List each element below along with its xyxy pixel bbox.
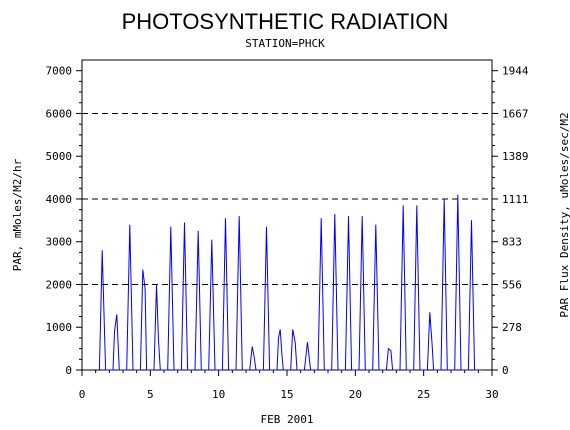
chart-title: PHOTOSYNTHETIC RADIATION xyxy=(122,9,449,34)
y-tick-label: 7000 xyxy=(46,65,73,78)
y2-tick-label: 1667 xyxy=(502,107,529,120)
y-tick-label: 2000 xyxy=(46,278,73,291)
x-axis: 0 5 10 15 20 25 30 xyxy=(79,370,499,401)
y2-tick-label: 278 xyxy=(502,321,522,334)
y2-tick-label: 0 xyxy=(502,364,509,377)
y-tick-label: 0 xyxy=(65,364,72,377)
x-tick-label: 30 xyxy=(485,388,498,401)
y2-tick-label: 1944 xyxy=(502,65,529,78)
y-tick-label: 4000 xyxy=(46,193,73,206)
y-tick-label: 5000 xyxy=(46,150,73,163)
y2-tick-label: 1111 xyxy=(502,193,529,206)
y2-axis-label: PAR Flux Density, uMoles/sec/M2 xyxy=(558,112,570,317)
reference-lines xyxy=(82,112,492,285)
x-tick-label: 20 xyxy=(349,388,362,401)
x-tick-label: 5 xyxy=(147,388,154,401)
x-tick-label: 25 xyxy=(417,388,430,401)
y-tick-label: 1000 xyxy=(46,321,73,334)
y2-tick-label: 833 xyxy=(502,236,522,249)
par-series-line xyxy=(98,194,482,371)
y-axis-label: PAR, mMoles/M2/hr xyxy=(11,158,24,271)
x-tick-label: 10 xyxy=(212,388,225,401)
y-axis-right: 0 278 556 833 1111 1389 1667 1944 xyxy=(492,65,529,377)
x-tick-label: 15 xyxy=(280,388,293,401)
x-axis-label: FEB 2001 xyxy=(261,413,314,426)
y-tick-label: 6000 xyxy=(46,107,73,120)
y-tick-label: 3000 xyxy=(46,236,73,249)
x-tick-label: 0 xyxy=(79,388,86,401)
y-axis-left: 0 1000 2000 3000 4000 5000 6000 7000 xyxy=(46,65,82,377)
chart-subtitle: STATION=PHCK xyxy=(245,37,325,50)
y2-tick-label: 556 xyxy=(502,278,522,291)
y2-tick-label: 1389 xyxy=(502,150,529,163)
